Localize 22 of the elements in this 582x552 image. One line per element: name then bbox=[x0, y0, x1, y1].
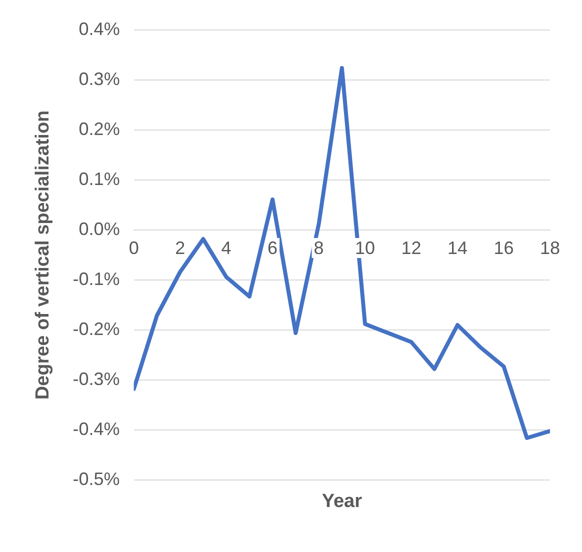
y-tick-label: -0.3% bbox=[72, 368, 120, 389]
y-tick-label: 0.0% bbox=[78, 218, 120, 239]
x-tick-label: 16 bbox=[494, 238, 514, 258]
y-tick-label: -0.5% bbox=[72, 468, 120, 489]
y-tick-label: -0.1% bbox=[72, 268, 120, 289]
y-tick-label: 0.4% bbox=[78, 18, 120, 39]
x-tick-label: 18 bbox=[540, 238, 560, 258]
y-tick-label: -0.2% bbox=[72, 318, 120, 339]
x-tick-label: 2 bbox=[175, 238, 186, 258]
x-tick-label: 12 bbox=[401, 238, 422, 258]
y-axis-title: Degree of vertical specialization bbox=[32, 110, 54, 400]
y-tick-label: -0.4% bbox=[72, 418, 120, 439]
y-tick-label: 0.1% bbox=[78, 168, 120, 189]
x-tick-label: 10 bbox=[355, 238, 376, 258]
x-axis-title: Year bbox=[322, 491, 363, 512]
y-tick-label: 0.3% bbox=[78, 68, 120, 89]
x-tick-label: 8 bbox=[314, 238, 324, 258]
x-tick-label: 6 bbox=[268, 238, 278, 258]
x-tick-label: 0 bbox=[128, 238, 139, 258]
y-tick-label: 0.2% bbox=[78, 118, 120, 139]
x-tick-label: 14 bbox=[448, 238, 468, 258]
x-tick-label: 4 bbox=[221, 238, 232, 258]
